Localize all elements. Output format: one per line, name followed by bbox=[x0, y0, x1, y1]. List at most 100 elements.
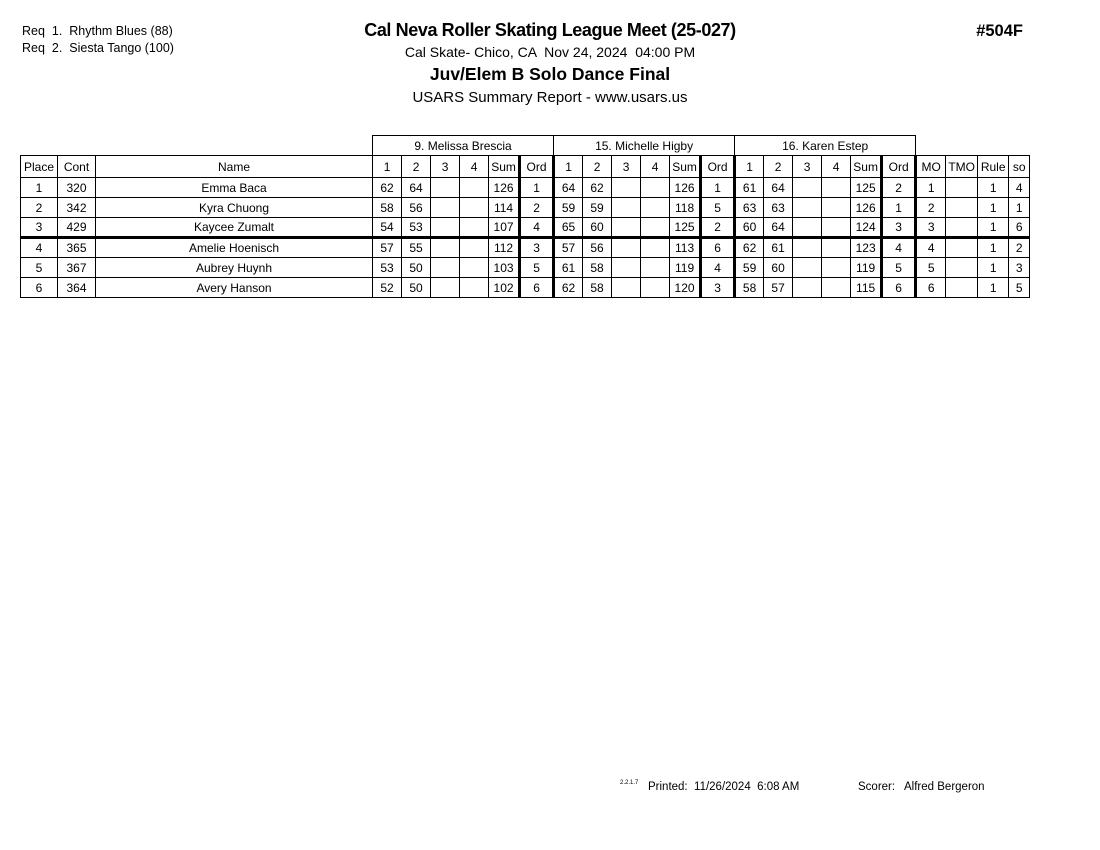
score-cell bbox=[792, 197, 823, 218]
score-cell: 56 bbox=[582, 236, 613, 258]
judge-subcolumn-header: 4 bbox=[459, 155, 490, 178]
place-cell: 3 bbox=[20, 217, 58, 238]
sum-cell: 125 bbox=[850, 177, 883, 198]
score-cell bbox=[640, 197, 671, 218]
place-cell: 2 bbox=[20, 197, 58, 218]
ord-cell: 2 bbox=[880, 177, 918, 198]
place-cell: 1 bbox=[20, 177, 58, 198]
name-cell: Emma Baca bbox=[94, 177, 374, 198]
score-cell: 53 bbox=[401, 217, 432, 238]
mo-cell: 1 bbox=[915, 177, 947, 198]
score-cell: 57 bbox=[372, 236, 403, 258]
cont-cell: 320 bbox=[57, 177, 96, 198]
score-cell bbox=[459, 217, 490, 238]
footer-printed: Printed: 11/26/2024 6:08 AM bbox=[648, 781, 800, 793]
footer-version: 2.2.1.7 bbox=[620, 780, 639, 786]
ord-cell: 1 bbox=[880, 197, 918, 218]
ord-cell: 5 bbox=[699, 197, 737, 218]
sum-cell: 126 bbox=[850, 197, 883, 218]
place-column-header: Place bbox=[20, 155, 58, 178]
table-row: 1 320 Emma Baca 62 64 126 1 64 62 126 1 61 64 125 2 1 1 4 bbox=[20, 177, 1031, 198]
rule-cell: 1 bbox=[977, 177, 1010, 198]
score-cell bbox=[459, 257, 490, 278]
score-cell: 53 bbox=[372, 257, 403, 278]
cont-cell: 342 bbox=[57, 197, 96, 218]
score-cell: 58 bbox=[734, 277, 765, 298]
so-column-header: so bbox=[1008, 155, 1031, 178]
score-cell bbox=[640, 177, 671, 198]
rule-cell: 1 bbox=[977, 197, 1010, 218]
judge-header: 9. Melissa Brescia bbox=[372, 135, 555, 156]
judge-subcolumn-header: Sum bbox=[850, 155, 883, 178]
score-cell: 62 bbox=[582, 177, 613, 198]
table-row: 6 364 Avery Hanson 52 50 102 6 62 58 120 3 58 57 115 6… bbox=[20, 277, 1031, 298]
score-cell bbox=[430, 177, 461, 198]
rule-cell: 1 bbox=[977, 236, 1010, 258]
ord-cell: 1 bbox=[518, 177, 556, 198]
requirement-line-1: Req 1. Rhythm Blues (88) bbox=[22, 24, 173, 38]
score-cell bbox=[640, 236, 671, 258]
ord-cell: 2 bbox=[699, 217, 737, 238]
requirement-line-2: Req 2. Siesta Tango (100) bbox=[22, 41, 174, 55]
judge-subcolumn-header: Sum bbox=[488, 155, 521, 178]
tmo-cell bbox=[945, 236, 979, 258]
judge-header: 15. Michelle Higby bbox=[553, 135, 736, 156]
table-row: 2 342 Kyra Chuong 58 56 114 2 59 59 118 5 63 63 126 1 2… bbox=[20, 197, 1031, 218]
score-cell: 64 bbox=[763, 217, 794, 238]
mo-cell: 4 bbox=[915, 236, 947, 258]
judge-subcolumn-header: 1 bbox=[553, 155, 584, 178]
judge-subcolumn-header: Ord bbox=[880, 155, 918, 178]
sum-cell: 112 bbox=[488, 236, 521, 258]
sum-cell: 126 bbox=[669, 177, 702, 198]
footer-scorer: Scorer: Alfred Bergeron bbox=[858, 781, 985, 793]
sum-cell: 113 bbox=[669, 236, 702, 258]
score-cell: 54 bbox=[372, 217, 403, 238]
ord-cell: 4 bbox=[699, 257, 737, 278]
score-cell: 58 bbox=[582, 257, 613, 278]
score-cell bbox=[821, 236, 852, 258]
tmo-cell bbox=[945, 177, 979, 198]
ord-cell: 5 bbox=[518, 257, 556, 278]
cont-column-header: Cont bbox=[57, 155, 96, 178]
so-cell: 5 bbox=[1008, 277, 1031, 298]
venue-line: Cal Skate- Chico, CA Nov 24, 2024 04:00 … bbox=[404, 44, 696, 60]
judge-subcolumn-header: 3 bbox=[611, 155, 642, 178]
table-row: 5 367 Aubrey Huynh 53 50 103 5 61 58 119 4 59 60 119 5… bbox=[20, 257, 1031, 278]
score-cell: 58 bbox=[372, 197, 403, 218]
requirements-block: Req 1. Rhythm Blues (88) Req 2. Siesta T… bbox=[22, 23, 174, 57]
score-cell bbox=[640, 277, 671, 298]
sum-cell: 125 bbox=[669, 217, 702, 238]
rule-cell: 1 bbox=[977, 257, 1010, 278]
so-cell: 3 bbox=[1008, 257, 1031, 278]
score-cell bbox=[821, 257, 852, 278]
name-cell: Kaycee Zumalt bbox=[94, 217, 374, 238]
score-cell bbox=[611, 197, 642, 218]
table-row: 4 365 Amelie Hoenisch 57 55 112 3 57 56 113 6 62 61 1… bbox=[20, 236, 1031, 258]
event-title: Juv/Elem B Solo Dance Final bbox=[429, 64, 671, 84]
score-cell bbox=[821, 277, 852, 298]
score-cell: 60 bbox=[763, 257, 794, 278]
score-cell bbox=[792, 217, 823, 238]
judge-subcolumn-header: Ord bbox=[518, 155, 556, 178]
so-cell: 4 bbox=[1008, 177, 1031, 198]
score-cell bbox=[640, 257, 671, 278]
score-cell bbox=[611, 277, 642, 298]
score-cell bbox=[430, 277, 461, 298]
tmo-cell bbox=[945, 257, 979, 278]
rule-cell: 1 bbox=[977, 277, 1010, 298]
score-cell: 61 bbox=[763, 236, 794, 258]
event-number: #504F bbox=[976, 22, 1023, 40]
judge-subcolumn-header: 2 bbox=[763, 155, 794, 178]
ord-cell: 3 bbox=[880, 217, 918, 238]
mo-column-header: MO bbox=[915, 155, 947, 178]
score-cell bbox=[792, 257, 823, 278]
score-cell: 57 bbox=[763, 277, 794, 298]
meet-title: Cal Neva Roller Skating League Meet (25-… bbox=[364, 20, 736, 40]
sum-cell: 126 bbox=[488, 177, 521, 198]
score-cell: 65 bbox=[553, 217, 584, 238]
ord-cell: 4 bbox=[880, 236, 918, 258]
score-cell bbox=[459, 177, 490, 198]
name-cell: Aubrey Huynh bbox=[94, 257, 374, 278]
score-cell: 60 bbox=[582, 217, 613, 238]
cont-cell: 367 bbox=[57, 257, 96, 278]
